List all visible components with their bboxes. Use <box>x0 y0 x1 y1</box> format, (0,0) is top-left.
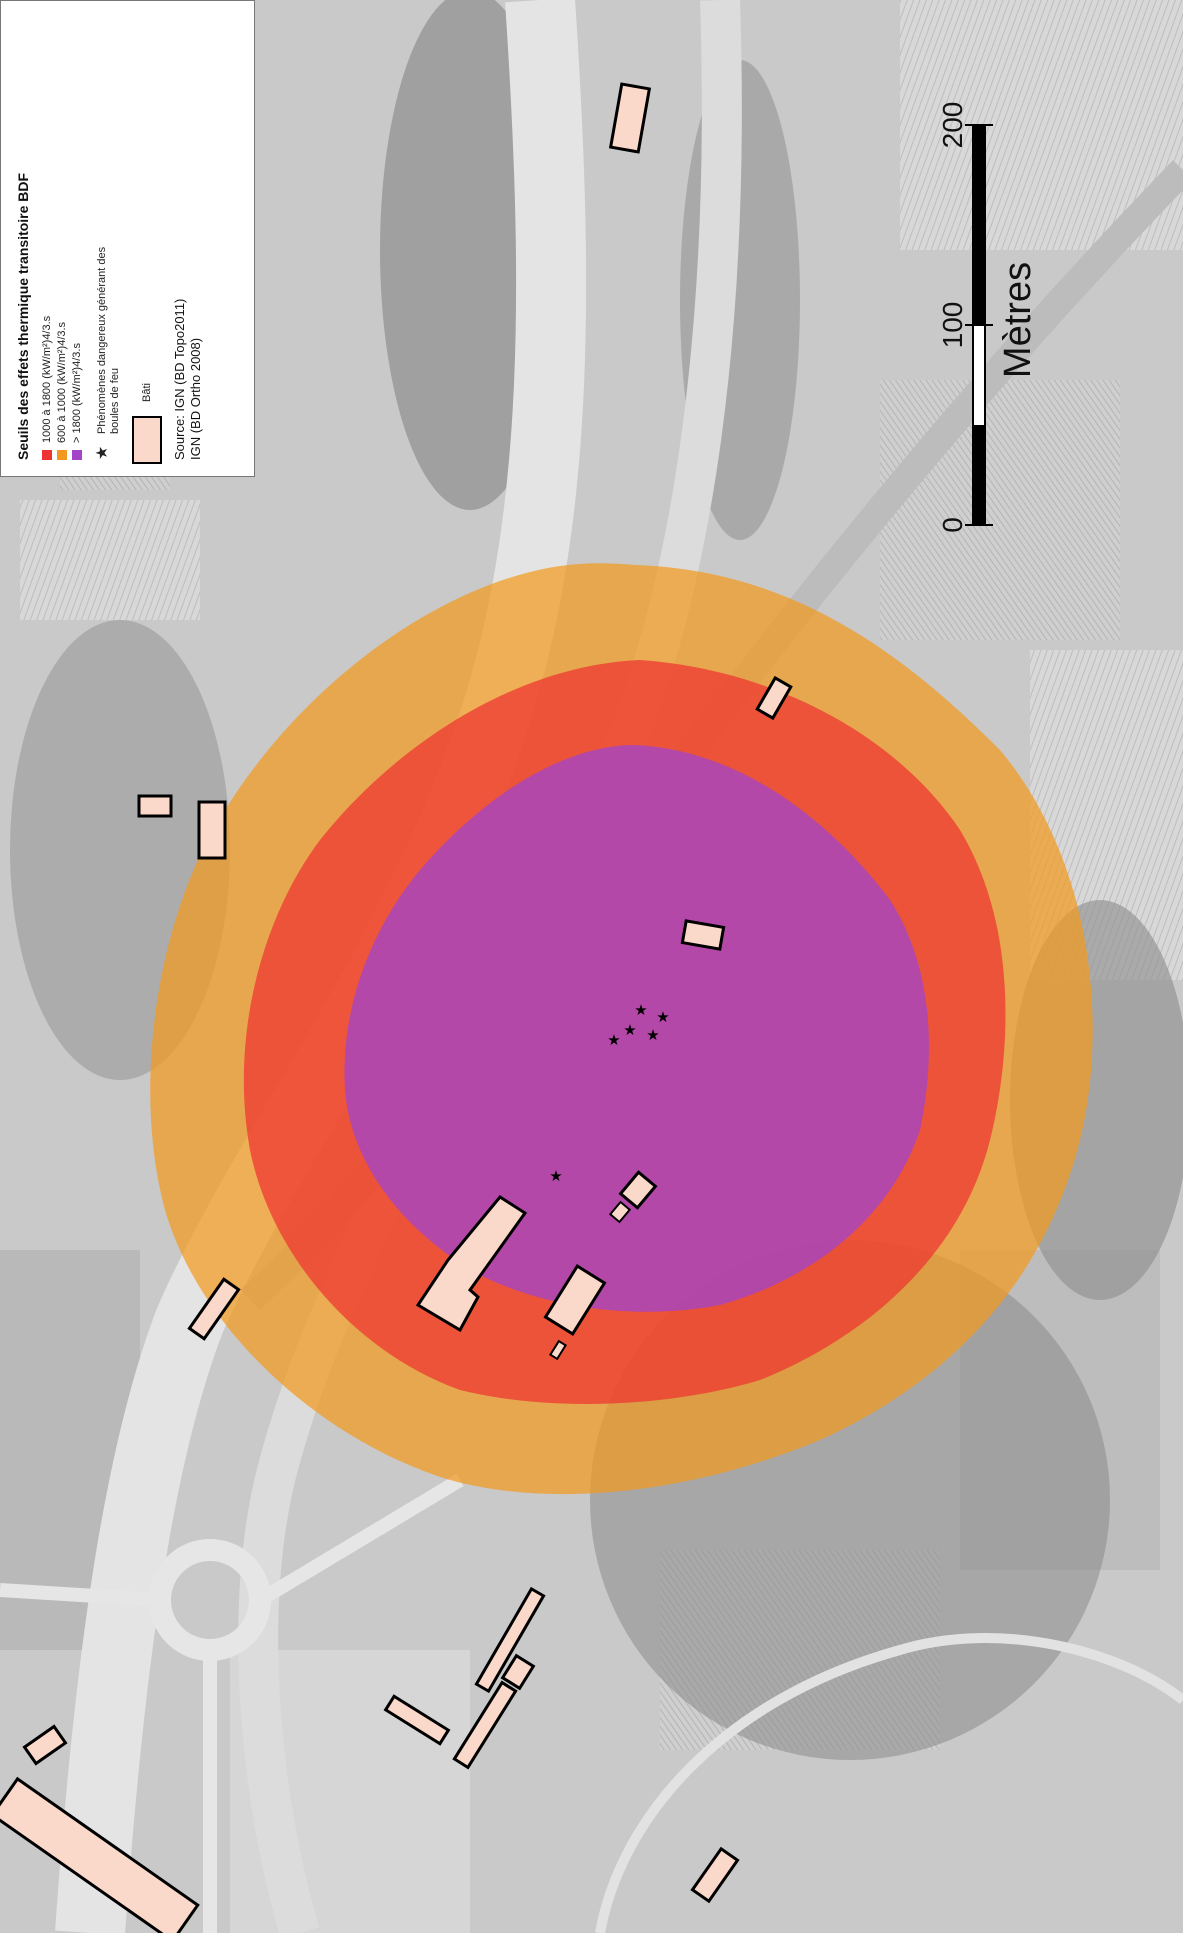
legend-title: Seuils des effets thermique transitoire … <box>15 172 31 460</box>
building-swatch-icon <box>132 416 162 464</box>
scale-unit-label: Mètres <box>997 262 1039 378</box>
zone-over-1800[interactable] <box>344 745 929 1312</box>
scale-tick-label: 0 <box>937 517 968 533</box>
source-line: IGN (BD Ortho 2008) <box>188 337 203 460</box>
hazard-star-icon[interactable]: ★ <box>656 1008 669 1026</box>
legend-label: 600 à 1000 (kW/m²)4/3.s <box>55 321 68 443</box>
hazard-star-icon[interactable]: ★ <box>607 1031 620 1049</box>
building[interactable] <box>197 800 227 860</box>
building[interactable] <box>187 1277 241 1341</box>
buildings <box>0 82 793 1933</box>
purple-swatch-icon <box>71 450 82 460</box>
hazard-star-icon[interactable]: ★ <box>549 1167 562 1185</box>
legend-label: Phénomènes dangereux générant des boules… <box>96 246 121 434</box>
building[interactable] <box>548 1339 568 1361</box>
hazard-star-icon[interactable]: ★ <box>623 1021 636 1039</box>
building[interactable] <box>755 675 793 721</box>
legend-item-over-1800: > 1800 (kW/m²)4/3.s <box>69 19 84 460</box>
fireball-hazard-points: ★ ★ ★ ★ ★ ★ <box>549 1001 669 1185</box>
legend-label: Bâti <box>141 383 153 402</box>
legend-item-fireball: ★ Phénomènes dangereux générant des boul… <box>94 19 122 460</box>
building[interactable] <box>452 1680 518 1770</box>
hazard-star-icon[interactable]: ★ <box>646 1026 659 1044</box>
building[interactable] <box>0 1776 200 1933</box>
scale-tick-label: 200 <box>937 102 968 149</box>
source-line: Source: IGN (BD Topo2011) <box>172 298 187 460</box>
scale-bar: 0 100 200 Mètres <box>937 102 1039 533</box>
building[interactable] <box>383 1694 451 1746</box>
local-road <box>0 1473 464 1933</box>
orange-swatch-icon <box>56 450 67 460</box>
legend-label: > 1800 (kW/m²)4/3.s <box>70 343 83 443</box>
building[interactable] <box>618 1170 658 1210</box>
legend-item-600-1000: 600 à 1000 (kW/m²)4/3.s <box>54 19 69 460</box>
building[interactable] <box>608 1200 632 1224</box>
legend-item-1000-1800: 1000 à 1800 (kW/m²)4/3.s <box>39 19 54 460</box>
hazard-star-icon[interactable]: ★ <box>634 1001 647 1019</box>
field-parcel <box>20 500 200 620</box>
field-parcel <box>880 380 1120 640</box>
legend-source: Source: IGN (BD Topo2011) IGN (BD Ortho … <box>172 19 204 460</box>
building[interactable] <box>543 1264 607 1336</box>
scale-tick-label: 100 <box>937 302 968 349</box>
thermal-zones <box>150 563 1093 1495</box>
local-road <box>595 1633 1183 1933</box>
red-swatch-icon <box>41 450 52 460</box>
building[interactable] <box>680 919 726 951</box>
building[interactable] <box>608 82 652 154</box>
building[interactable] <box>22 1724 68 1766</box>
legend-item-bati: Bâti <box>132 19 162 464</box>
building[interactable] <box>500 1653 536 1691</box>
legend-label: 1000 à 1800 (kW/m²)4/3.s <box>40 315 53 443</box>
building[interactable] <box>137 794 173 818</box>
building[interactable] <box>474 1586 546 1694</box>
map-legend: Seuils des effets thermique transitoire … <box>0 0 255 477</box>
building[interactable] <box>690 1846 740 1904</box>
building[interactable] <box>415 1195 528 1333</box>
star-icon: ★ <box>94 445 111 460</box>
